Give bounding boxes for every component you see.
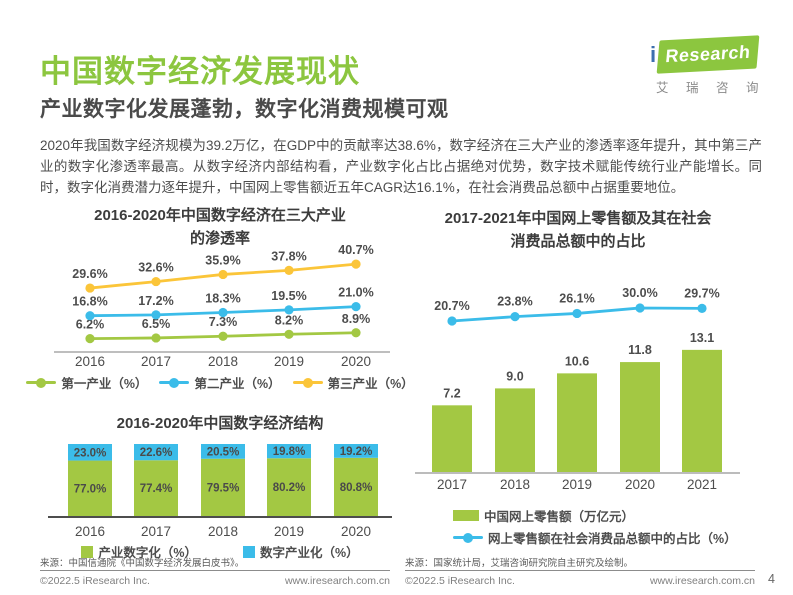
svg-text:2017: 2017 [141, 524, 171, 539]
svg-text:2016: 2016 [75, 524, 105, 539]
svg-text:16.8%: 16.8% [72, 295, 107, 309]
legend-item: 网上零售额在社会消费品总额中的占比（%） [453, 528, 737, 547]
svg-text:22.6%: 22.6% [140, 447, 173, 459]
svg-text:6.2%: 6.2% [76, 318, 105, 332]
legend-line-marker [26, 377, 57, 388]
svg-text:7.3%: 7.3% [209, 315, 238, 329]
structure-chart-title: 2016-2020年中国数字经济结构 [116, 415, 324, 432]
website-text: www.iresearch.com.cn [284, 575, 390, 587]
copyright-text: ©2022.5 iResearch Inc. [40, 575, 150, 587]
legend-item: 第二产业（%） [159, 373, 281, 392]
svg-text:2019: 2019 [274, 524, 304, 539]
structure-stacked-bar-chart: 77.0% 23.0% 2016 77.4% 22.6% 2017 79.5% 20.5% 20… [48, 444, 392, 539]
svg-text:32.6%: 32.6% [138, 261, 173, 275]
svg-text:17.2%: 17.2% [138, 294, 173, 308]
svg-text:2019: 2019 [274, 354, 304, 369]
svg-text:2019: 2019 [562, 477, 592, 492]
svg-text:10.6: 10.6 [565, 354, 589, 368]
right-column: 2017-2021年中国网上零售额及其在社会消费品总额中的占比 7.2 9.0 10… [405, 0, 757, 595]
website-text: www.iresearch.com.cn [649, 575, 755, 587]
svg-text:2018: 2018 [208, 524, 238, 539]
logo-chinese-name: 艾瑞咨询 [656, 81, 777, 95]
legend-label: 中国网上零售额（万亿元） [484, 510, 635, 524]
svg-text:21.0%: 21.0% [338, 286, 373, 300]
structure-legend: 产业数字化（%） 数字产业化（%） [40, 542, 400, 561]
legend-square-marker [81, 545, 94, 558]
legend-line-marker [292, 377, 323, 388]
svg-text:2018: 2018 [500, 477, 530, 492]
legend-item: 产业数字化（%） [81, 542, 197, 561]
svg-text:2018: 2018 [208, 354, 238, 369]
legend-line-marker [159, 377, 190, 388]
page-number: 4 [768, 572, 775, 586]
legend-item: 第一产业（%） [26, 373, 147, 392]
svg-text:19.8%: 19.8% [273, 446, 306, 458]
svg-text:80.2%: 80.2% [273, 482, 306, 494]
svg-text:20.5%: 20.5% [207, 446, 240, 458]
penetration-line-chart: 2016 2017 2018 2019 2020 6.2% 6.5% 7.3% 8.2% 8.9%… [54, 243, 390, 369]
legend-item: 第三产业（%） [292, 373, 414, 392]
svg-text:2017: 2017 [437, 477, 467, 492]
retail-legend-line: 网上零售额在社会消费品总额中的占比（%） [453, 528, 737, 547]
svg-text:18.3%: 18.3% [205, 291, 240, 305]
page-title: 中国数字经济发展现状 [40, 54, 360, 89]
legend-label: 产业数字化（%） [98, 546, 197, 560]
svg-text:30.0%: 30.0% [622, 286, 657, 300]
svg-text:8.9%: 8.9% [342, 312, 371, 326]
svg-text:9.0: 9.0 [506, 369, 523, 383]
legend-square-marker [243, 545, 255, 558]
legend-label: 第二产业（%） [194, 377, 281, 391]
source-note-right: 来源：国家统计局，艾瑞咨询研究院自主研究及绘制。 [405, 558, 634, 569]
svg-text:77.4%: 77.4% [140, 483, 173, 495]
left-column: 2016-2020年中国数字经济在三大产业的渗透率 2016 2017 2018 20… [26, 0, 414, 595]
retail-legend-bar: 中国网上零售额（万亿元） [453, 506, 634, 525]
svg-text:19.5%: 19.5% [271, 289, 306, 303]
svg-text:26.1%: 26.1% [559, 291, 594, 305]
svg-text:2021: 2021 [687, 477, 717, 492]
svg-text:40.7%: 40.7% [338, 243, 373, 257]
svg-text:79.5%: 79.5% [207, 482, 240, 494]
svg-text:2017: 2017 [141, 354, 171, 369]
svg-text:29.6%: 29.6% [72, 267, 107, 281]
svg-text:6.5%: 6.5% [142, 317, 171, 331]
legend-label: 第一产业（%） [61, 377, 148, 391]
page-subtitle: 产业数字化发展蓬勃，数字化消费规模可观 [40, 98, 449, 121]
source-note-left: 来源：中国信通院《中国数字经济发展白皮书》。 [40, 558, 245, 569]
svg-text:2020: 2020 [625, 477, 655, 492]
legend-item: 数字产业化（%） [243, 542, 359, 561]
legend-item: 中国网上零售额（万亿元） [453, 506, 634, 525]
penetration-chart-title: 2016-2020年中国数字经济在三大产业的渗透率 [94, 207, 346, 247]
svg-text:11.8: 11.8 [628, 343, 652, 357]
legend-bar-marker [453, 510, 479, 521]
penetration-legend: 第一产业（%） 第二产业（%） 第三产业（%） [26, 373, 414, 392]
retail-bar-line-chart: 7.2 9.0 10.6 11.8 13.1 2017 2018 2019 2020 2021 20… [415, 286, 740, 492]
copyright-text: ©2022.5 iResearch Inc. [405, 575, 515, 587]
svg-text:23.8%: 23.8% [497, 295, 532, 309]
svg-text:77.0%: 77.0% [74, 483, 107, 495]
svg-text:8.2%: 8.2% [275, 313, 304, 327]
logo-i-letter: i [650, 42, 657, 67]
iresearch-logo: i Research 艾瑞咨询 [648, 35, 760, 96]
svg-text:23.0%: 23.0% [74, 447, 107, 459]
svg-text:37.8%: 37.8% [271, 249, 306, 263]
svg-text:2020: 2020 [341, 354, 371, 369]
footer-left: ©2022.5 iResearch Inc. www.iresearch.com… [40, 570, 390, 587]
svg-text:2016: 2016 [75, 354, 105, 369]
svg-text:20.7%: 20.7% [434, 299, 469, 313]
svg-text:7.2: 7.2 [443, 386, 460, 400]
svg-text:29.7%: 29.7% [684, 286, 719, 300]
svg-text:35.9%: 35.9% [205, 253, 240, 267]
legend-line-marker [453, 532, 483, 543]
legend-label: 第三产业（%） [327, 377, 414, 391]
svg-text:13.1: 13.1 [690, 331, 714, 345]
svg-text:80.8%: 80.8% [340, 482, 373, 494]
body-paragraph: 2020年我国数字经济规模为39.2万亿，在GDP中的贡献率达38.6%，数字经… [40, 138, 762, 195]
legend-label: 数字产业化（%） [260, 546, 359, 560]
svg-text:2020: 2020 [341, 524, 371, 539]
retail-chart-title: 2017-2021年中国网上零售额及其在社会消费品总额中的占比 [444, 210, 712, 250]
svg-text:19.2%: 19.2% [340, 446, 373, 458]
legend-label: 网上零售额在社会消费品总额中的占比（%） [488, 532, 737, 546]
footer-right: ©2022.5 iResearch Inc. www.iresearch.com… [405, 570, 755, 587]
